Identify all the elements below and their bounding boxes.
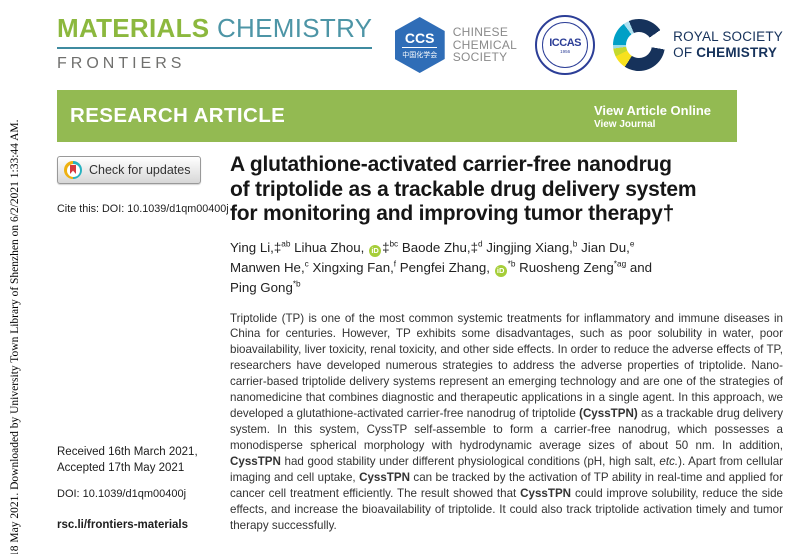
- orcid-icon[interactable]: iD: [494, 264, 507, 277]
- banner-links: View Article Online View Journal: [594, 103, 737, 130]
- iccas-label: ICCAS: [549, 36, 581, 49]
- ccs-hexagon-icon: CCS 中国化学会: [394, 17, 445, 73]
- journal-title-light: CHEMISTRY: [216, 13, 373, 43]
- ccs-acronym: CCS: [401, 30, 438, 48]
- journal-title-main: MATERIALS CHEMISTRY: [57, 13, 373, 49]
- ccs-logo: CCS 中国化学会 CHINESE CHEMICAL SOCIETY: [394, 17, 518, 73]
- ccs-society-name: CHINESE CHEMICAL SOCIETY: [452, 24, 518, 65]
- article-type-label: RESEARCH ARTICLE: [70, 104, 286, 127]
- cite-this-doi: Cite this: DOI: 10.1039/d1qm00400j: [57, 203, 229, 215]
- society-logos: CCS 中国化学会 CHINESE CHEMICAL SOCIETY ICCAS…: [394, 13, 783, 75]
- rsc-c-icon: [613, 19, 666, 71]
- article-type-banner: RESEARCH ARTICLE View Article Online Vie…: [57, 90, 737, 142]
- rsc-society-name: ROYAL SOCIETY OF CHEMISTRY: [673, 29, 783, 60]
- crossmark-icon: [64, 161, 82, 179]
- orcid-icon[interactable]: iD: [369, 244, 382, 257]
- journal-title: MATERIALS CHEMISTRY FRONTIERS: [57, 13, 373, 73]
- article-main: A glutathione-activated carrier-free nan…: [230, 142, 783, 534]
- journal-title-bold: MATERIALS: [57, 13, 210, 43]
- abstract: Triptolide (TP) is one of the most commo…: [230, 311, 784, 533]
- iccas-year: 1956: [560, 48, 571, 54]
- check-for-updates-button[interactable]: Check for updates: [57, 156, 202, 184]
- masthead: MATERIALS CHEMISTRY FRONTIERS CCS 中国化学会 …: [57, 0, 783, 75]
- journal-url-link[interactable]: rsc.li/frontiers-materials: [57, 519, 189, 531]
- rsc-logo: ROYAL SOCIETY OF CHEMISTRY: [613, 19, 783, 71]
- bookmark-icon: [70, 165, 76, 174]
- view-journal-link[interactable]: View Journal: [593, 118, 656, 130]
- check-updates-label: Check for updates: [89, 163, 191, 177]
- author-list: Ying Li,‡ab Lihua Zhou, iD ‡bc Baode Zhu,…: [230, 239, 653, 295]
- iccas-seal-icon: ICCAS 1956: [535, 15, 596, 75]
- ccs-chinese-name: 中国化学会: [402, 52, 438, 59]
- received-accepted-dates: Received 16th March 2021, Accepted 17th …: [57, 446, 198, 474]
- journal-subtitle: FRONTIERS: [57, 55, 186, 72]
- doi-text: DOI: 10.1039/d1qm00400j: [57, 488, 187, 500]
- view-article-online-link[interactable]: View Article Online: [593, 102, 711, 118]
- article-title: A glutathione-activated carrier-free nan…: [230, 153, 697, 226]
- download-watermark: 18 May 2021. Downloaded by University To…: [9, 119, 21, 554]
- article-header: Check for updates Cite this: DOI: 10.103…: [57, 142, 783, 554]
